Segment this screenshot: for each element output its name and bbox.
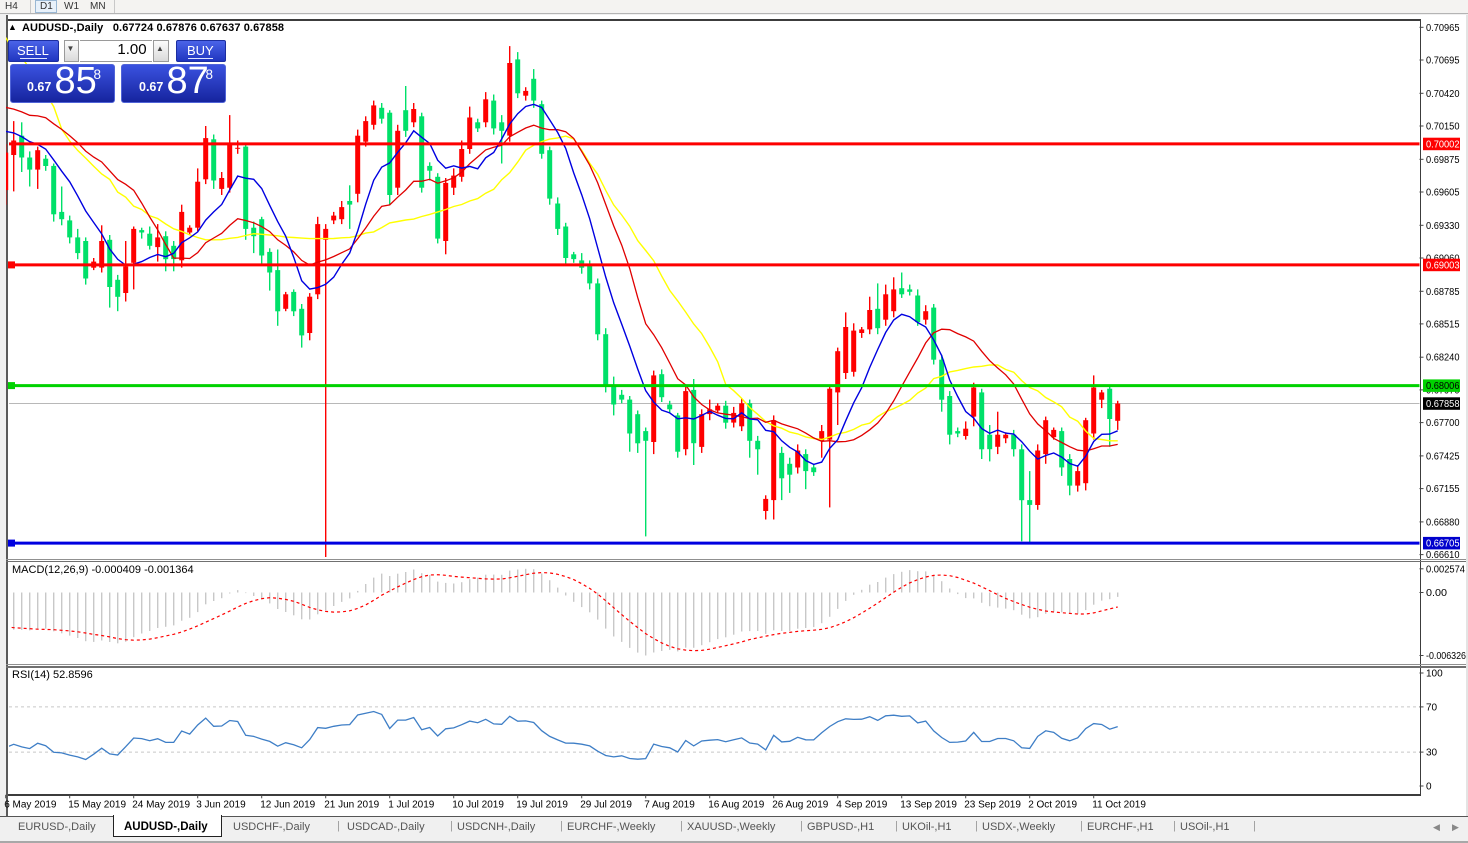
svg-text:0.69003: 0.69003 xyxy=(1426,260,1460,271)
svg-text:0.67425: 0.67425 xyxy=(1426,451,1460,462)
svg-text:19 Jul 2019: 19 Jul 2019 xyxy=(516,800,568,811)
svg-text:70: 70 xyxy=(1426,702,1438,713)
svg-text:0.66705: 0.66705 xyxy=(1426,539,1460,550)
svg-text:0.70420: 0.70420 xyxy=(1426,89,1460,100)
svg-text:11 Oct 2019: 11 Oct 2019 xyxy=(1092,800,1146,811)
svg-text:0.70150: 0.70150 xyxy=(1426,122,1460,133)
svg-text:13 Sep 2019: 13 Sep 2019 xyxy=(900,800,957,811)
svg-text:0.67700: 0.67700 xyxy=(1426,418,1460,429)
svg-text:2 Oct 2019: 2 Oct 2019 xyxy=(1028,800,1077,811)
svg-text:0.69875: 0.69875 xyxy=(1426,155,1460,166)
svg-text:1 Jul 2019: 1 Jul 2019 xyxy=(388,800,435,811)
svg-text:0.70695: 0.70695 xyxy=(1426,56,1460,67)
svg-text:16 Aug 2019: 16 Aug 2019 xyxy=(708,800,765,811)
svg-text:29 Jul 2019: 29 Jul 2019 xyxy=(580,800,632,811)
svg-text:3 Jun 2019: 3 Jun 2019 xyxy=(196,800,246,811)
svg-text:0.69605: 0.69605 xyxy=(1426,188,1460,199)
svg-text:0.69330: 0.69330 xyxy=(1426,221,1460,232)
svg-text:0.002574: 0.002574 xyxy=(1426,564,1465,575)
svg-text:10 Jul 2019: 10 Jul 2019 xyxy=(452,800,504,811)
svg-text:7 Aug 2019: 7 Aug 2019 xyxy=(644,800,695,811)
svg-text:0.70965: 0.70965 xyxy=(1426,23,1460,34)
svg-text:0.67155: 0.67155 xyxy=(1426,484,1460,495)
svg-text:-0.006326: -0.006326 xyxy=(1426,651,1466,662)
svg-text:23 Sep 2019: 23 Sep 2019 xyxy=(964,800,1021,811)
svg-text:24 May 2019: 24 May 2019 xyxy=(132,800,190,811)
svg-text:0.68240: 0.68240 xyxy=(1426,353,1460,364)
svg-text:6 May 2019: 6 May 2019 xyxy=(4,800,57,811)
svg-text:0.68785: 0.68785 xyxy=(1426,287,1460,298)
svg-text:0.00: 0.00 xyxy=(1426,588,1447,599)
svg-text:0.70002: 0.70002 xyxy=(1426,139,1460,150)
svg-text:21 Jun 2019: 21 Jun 2019 xyxy=(324,800,379,811)
svg-text:4 Sep 2019: 4 Sep 2019 xyxy=(836,800,888,811)
svg-text:30: 30 xyxy=(1426,748,1438,759)
svg-text:0.68006: 0.68006 xyxy=(1426,381,1460,392)
svg-text:0.67858: 0.67858 xyxy=(1426,399,1460,410)
svg-text:15 May 2019: 15 May 2019 xyxy=(68,800,126,811)
svg-text:0.66610: 0.66610 xyxy=(1426,550,1460,561)
svg-text:0.66880: 0.66880 xyxy=(1426,517,1460,528)
svg-text:100: 100 xyxy=(1426,669,1443,680)
svg-text:0: 0 xyxy=(1426,782,1432,793)
svg-text:26 Aug 2019: 26 Aug 2019 xyxy=(772,800,829,811)
svg-text:0.68515: 0.68515 xyxy=(1426,319,1460,330)
svg-text:12 Jun 2019: 12 Jun 2019 xyxy=(260,800,315,811)
